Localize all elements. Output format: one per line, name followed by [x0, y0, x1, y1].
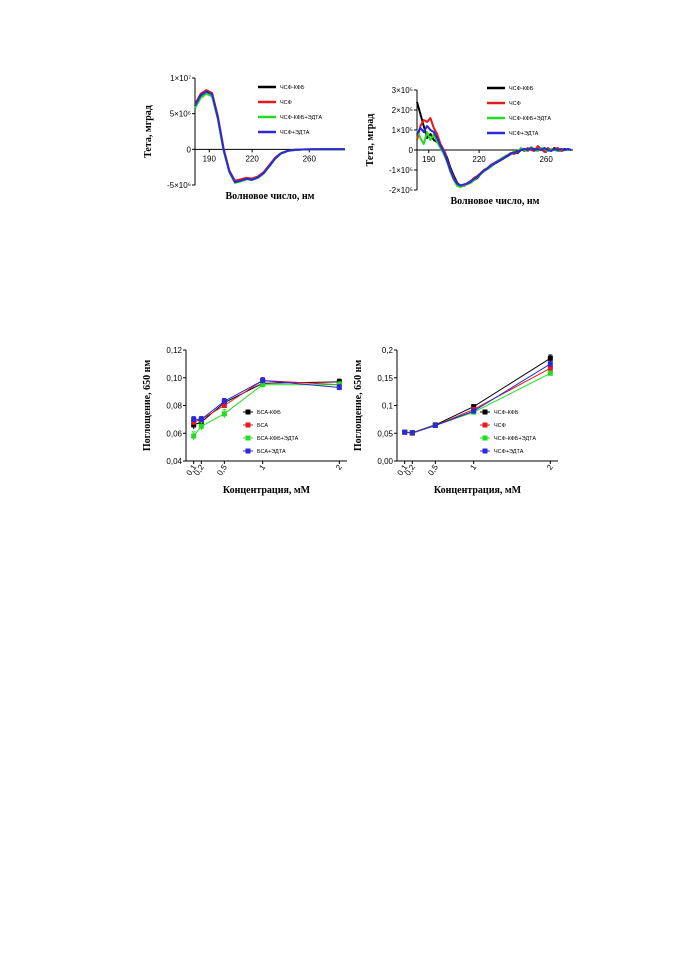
x-tick-label: 0,5 [215, 463, 229, 478]
legend-label: ЧСФ-КФБ [494, 410, 519, 416]
y-tick-label: 0,05 [377, 429, 393, 438]
legend-label: ЧСФ-КФБ+ЭДТА [280, 115, 322, 121]
x-tick-label: 0,2 [192, 463, 206, 478]
y-axis-title: Тета, мград [365, 114, 376, 167]
data-point [336, 384, 342, 390]
y-tick-label: 0,15 [377, 374, 393, 383]
y-tick-label: 0,00 [377, 457, 393, 466]
legend-label: ЧСФ-КФБ [280, 85, 305, 91]
y-axis-title: Тета, мград [143, 105, 154, 158]
legend-label: ЧСФ-КФБ [509, 86, 534, 92]
legend-marker [245, 422, 251, 428]
y-tick-label: -1×10⁵ [389, 166, 413, 175]
data-point [409, 430, 415, 436]
y-tick-label: -2×10⁵ [389, 186, 413, 195]
x-tick-label: 260 [539, 155, 553, 164]
data-point [260, 382, 266, 388]
data-point [221, 403, 227, 408]
data-point [547, 361, 553, 367]
legend-label: БСА-КФБ+ЭДТА [257, 436, 299, 442]
data-point [191, 433, 197, 439]
y-axis-title: Поглощение, 650 нм [353, 360, 364, 452]
legend-marker [482, 409, 488, 415]
legend-label: ЧСФ [509, 101, 521, 107]
legend-label: ЧСФ-КФБ+ЭДТА [494, 436, 536, 442]
series-line-4 [404, 363, 551, 434]
y-tick-label: -5×10⁶ [167, 181, 191, 190]
series-line-3 [194, 92, 345, 184]
data-point [547, 355, 553, 361]
data-point [221, 411, 227, 417]
legend-marker [482, 448, 488, 454]
data-point [471, 408, 477, 414]
series-line-4 [194, 90, 345, 184]
y-tick-label: 5×10⁶ [170, 110, 191, 119]
data-point [198, 416, 204, 422]
data-point [547, 365, 553, 371]
legend-label: ЧСФ+ЭДТА [280, 130, 310, 136]
x-axis-title: Концентрация, мМ [223, 485, 311, 496]
x-axis-title: Волновое число, нм [451, 196, 540, 207]
legend-label: БСА-КФБ [257, 410, 281, 416]
data-point [198, 423, 204, 429]
data-point [260, 378, 266, 384]
x-axis-title: Концентрация, мМ [434, 485, 522, 496]
y-tick-label: 0,08 [166, 402, 182, 411]
x-tick-label: 1 [468, 463, 478, 472]
y-tick-label: 0 [409, 146, 414, 155]
y-tick-label: 1×10⁵ [392, 126, 413, 135]
legend-label: ЧСФ [494, 423, 506, 429]
series-line-1 [194, 89, 345, 183]
x-tick-label: 1 [257, 463, 267, 472]
x-tick-label: 2 [334, 463, 344, 472]
y-tick-label: 0,1 [382, 402, 394, 411]
y-tick-label: 0,12 [166, 346, 182, 355]
legend-marker [482, 422, 488, 428]
legend-marker [245, 435, 251, 441]
y-axis-title: Поглощение, 650 нм [142, 360, 153, 452]
data-point [191, 416, 197, 422]
chart-4: 0,000,050,10,150,20,10,2 0,5 1 2Поглощение,… [353, 346, 558, 496]
legend-label: ЧСФ [280, 100, 292, 106]
x-axis-title: Волновое число, нм [226, 191, 315, 202]
series-line-1 [404, 357, 551, 434]
legend-label: БСА [257, 423, 268, 429]
data-point [221, 398, 227, 404]
series-line-3 [404, 372, 551, 434]
legend-marker [245, 409, 251, 415]
chart-1: -5×10⁶ 0 5×10⁶ 1×10⁷ 190 220 260 Тета, мград Вол… [143, 74, 345, 202]
chart-2: -2×10⁵ -1×10⁵ 0 1×10⁵ 2×10⁵ 3×10⁵ 190 220 260 Тет… [365, 86, 573, 207]
series-line-4 [416, 125, 572, 187]
chart-3: 0,040,060,080,100,120,10,2 0,5 1 2Поглощени… [142, 346, 347, 496]
y-tick-label: 1×10⁷ [170, 74, 191, 83]
x-tick-label: 190 [422, 155, 436, 164]
x-tick-label: 0,2 [403, 463, 417, 478]
x-tick-label: 0,5 [426, 463, 440, 478]
x-tick-label: 190 [203, 154, 217, 163]
y-tick-label: 0,2 [382, 346, 394, 355]
y-tick-label: 2×10⁵ [392, 106, 413, 115]
legend-label: ЧСФ+ЭДТА [494, 449, 524, 455]
y-tick-label: 3×10⁵ [392, 86, 413, 95]
y-tick-label: 0,04 [166, 457, 182, 466]
series-line-2 [404, 367, 551, 434]
y-tick-label: 0,10 [166, 374, 182, 383]
data-point [547, 370, 553, 376]
legend-marker [482, 435, 488, 441]
y-tick-label: 0 [187, 145, 192, 154]
y-tick-label: 0,06 [166, 429, 182, 438]
x-tick-label: 2 [545, 463, 555, 472]
data-point [402, 429, 408, 435]
x-tick-label: 220 [245, 154, 259, 163]
legend-label: ЧСФ-КФБ+ЭДТА [509, 116, 551, 122]
data-point [471, 404, 477, 410]
x-tick-label: 220 [472, 155, 486, 164]
x-tick-label: 260 [303, 154, 317, 163]
legend-marker [245, 448, 251, 454]
legend-label: БСА+ЭДТА [257, 449, 286, 455]
legend-label: ЧСФ+ЭДТА [509, 131, 539, 137]
data-point [432, 422, 438, 428]
series-line-2 [416, 117, 572, 187]
